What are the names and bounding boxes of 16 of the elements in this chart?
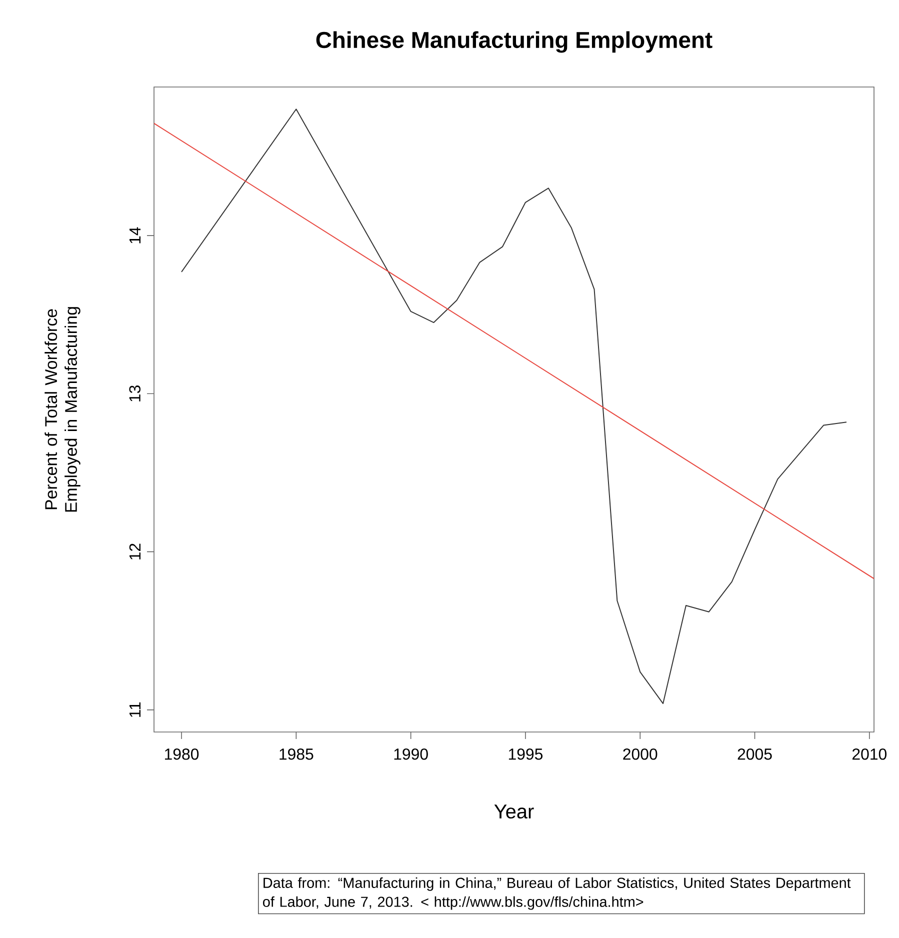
x-tick-label: 1980 bbox=[165, 748, 199, 760]
y-tick-label: 11 bbox=[130, 702, 140, 717]
x-tick-label: 2010 bbox=[852, 748, 887, 760]
y-axis-title: Percent of Total Workforce Employed in Manufacturing bbox=[44, 307, 80, 512]
x-tick-label: 2000 bbox=[623, 748, 658, 760]
chart-title: Chinese Manufacturing Employment bbox=[316, 31, 712, 53]
line-series bbox=[181, 108, 847, 704]
x-tick-label: 1985 bbox=[280, 748, 314, 760]
text: Data from: “Manufacturing in China,” Bureau of Labor Statistics, United States Department of Labor, June 7, 2013. < http://www.bls.gov/fls/china.htm> bbox=[263, 877, 851, 910]
x-tick-label: 1995 bbox=[508, 748, 543, 760]
x-axis-title: Year bbox=[494, 804, 534, 819]
y-tick-label: 14 bbox=[130, 227, 140, 244]
x-tick-label: 2005 bbox=[738, 748, 772, 760]
y-tick-label: 13 bbox=[129, 386, 140, 402]
x-tick-label: 1990 bbox=[394, 748, 428, 760]
y-tick-label: 12 bbox=[129, 544, 140, 560]
